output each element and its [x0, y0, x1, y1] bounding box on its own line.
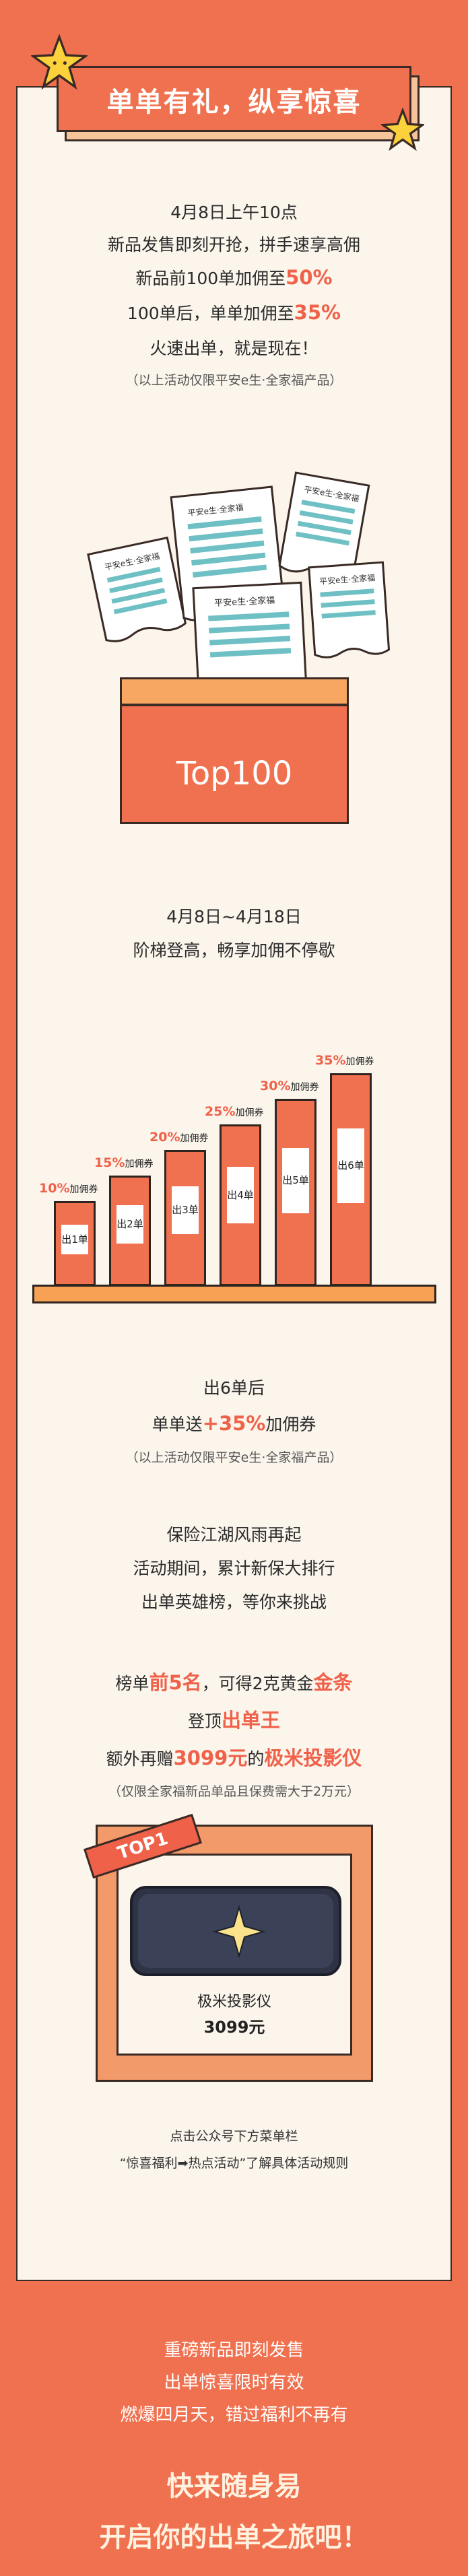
chart-bar: 出2单	[109, 1176, 151, 1286]
projector-text: 额外再赠3099元的极米投影仪	[106, 1747, 362, 1769]
bar-value-label: 25%加佣券	[205, 1104, 264, 1119]
paper-label: 平安e生·全家福	[214, 595, 275, 609]
footer-line3: 燃爆四月天，错过福利不再有	[120, 2405, 348, 2425]
footer-line2: 出单惊喜限时有效	[164, 2373, 304, 2393]
bar-value-label: 35%加佣券	[315, 1053, 374, 1068]
top5-text: 榜单前5名，可得2克黄金金条	[115, 1671, 353, 1694]
after100-text: 100单后，单单加佣至35%	[127, 301, 341, 324]
after6-text: 出6单后	[203, 1378, 265, 1398]
bar-category-label: 出6单	[337, 1128, 364, 1203]
chart-base	[32, 1285, 436, 1303]
papers-illustration: 平安e生·全家福 平安e生·全家福 平安e生·全家福 平安e生·全家福 平安e生…	[87, 471, 391, 693]
menu-hint: 点击公众号下方菜单栏	[170, 2129, 298, 2144]
ranking-line3: 出单英雄榜，等你来挑战	[141, 1592, 327, 1612]
prize-note: （仅限全家福新品单品且保费需大于2万元）	[108, 1784, 360, 1799]
champion-text: 登顶出单王	[187, 1709, 281, 1732]
menu-path: “惊喜福利➡热点活动”了解具体活动规则	[119, 2156, 349, 2171]
product-note-2: （以上活动仅限平安e生·全家福产品）	[125, 1450, 343, 1465]
prize-name: 极米投影仪	[197, 1994, 271, 2010]
launch-time: 4月8日上午10点	[170, 203, 298, 222]
bar-value-label: 10%加佣券	[39, 1181, 98, 1196]
chart-bar: 出4单	[220, 1124, 261, 1286]
chart-bar: 出1单	[54, 1201, 96, 1286]
prize-card: 极米投影仪 3099元 TOP1	[83, 1813, 373, 2082]
ranking-line1: 保险江湖风雨再起	[166, 1525, 302, 1545]
hurry-text: 火速出单，就是现在！	[149, 339, 319, 358]
prize-price: 3099元	[203, 2018, 265, 2037]
star-icon	[381, 108, 424, 151]
bar-category-label: 出5单	[282, 1148, 309, 1213]
bonus-text: 单单送+35%加佣券	[152, 1412, 316, 1435]
bonus-rate: +35%	[202, 1412, 266, 1435]
projector-icon	[130, 1886, 341, 1976]
period-date: 4月8日~4月18日	[166, 907, 302, 926]
footer-line1: 重磅新品即刻发售	[164, 2340, 304, 2361]
bar-category-label: 出3单	[172, 1186, 199, 1234]
launch-text: 新品发售即刻开抢，拼手速享高佣	[107, 235, 360, 255]
star-icon	[31, 34, 88, 90]
bar-value-label: 20%加佣券	[149, 1130, 209, 1145]
title-banner: 单单有礼，纵享惊喜	[57, 66, 411, 132]
ballot-box: Top100	[120, 704, 349, 824]
box-lid	[120, 677, 349, 706]
paper-label: 平安e生·全家福	[319, 572, 376, 586]
box-label: Top100	[176, 755, 293, 792]
bar-category-label: 出4单	[227, 1167, 254, 1223]
first100-rate: 50%	[286, 266, 333, 289]
after100-rate: 35%	[294, 301, 341, 324]
product-note: （以上活动仅限平安e生·全家福产品）	[125, 373, 343, 388]
bar-category-label: 出1单	[61, 1225, 88, 1254]
chart-bar: 出5单	[275, 1099, 316, 1286]
ladder-text: 阶梯登高，畅享加佣不停歇	[133, 941, 335, 960]
chart-bar: 出3单	[164, 1150, 206, 1286]
bar-category-label: 出2单	[116, 1205, 143, 1244]
first100-text: 新品前100单加佣至50%	[135, 266, 333, 289]
chart-bar: 出6单	[330, 1073, 372, 1286]
cta-line1: 快来随身易	[166, 2471, 302, 2502]
page-title: 单单有礼，纵享惊喜	[106, 87, 362, 118]
bar-value-label: 30%加佣券	[260, 1079, 319, 1093]
cta-line2: 开启你的出单之旅吧！	[99, 2522, 369, 2553]
ranking-line2: 活动期间，累计新保大排行	[133, 1559, 335, 1578]
bar-value-label: 15%加佣券	[94, 1155, 154, 1170]
